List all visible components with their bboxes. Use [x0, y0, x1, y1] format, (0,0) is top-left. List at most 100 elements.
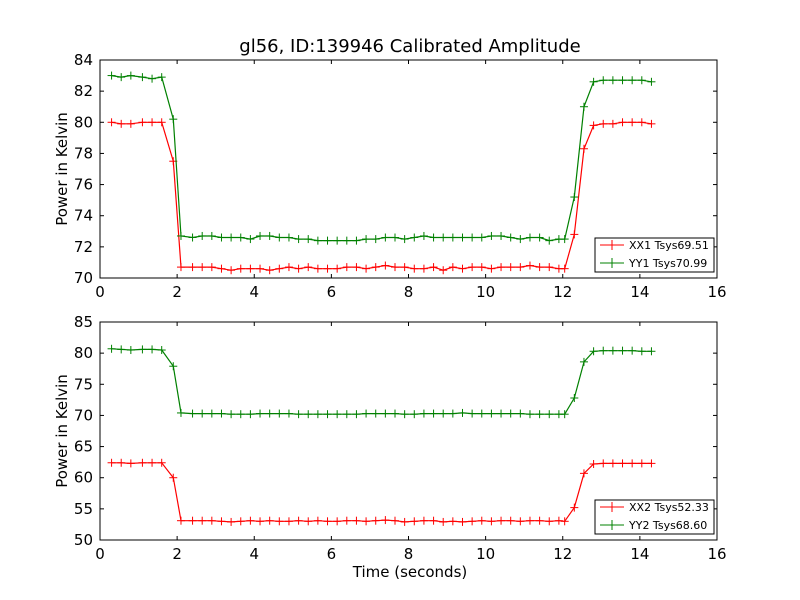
bottom-data-point-xx2 — [579, 469, 588, 478]
bottom-data-point-yy2 — [304, 410, 313, 419]
bottom-data-point-yy2 — [256, 409, 265, 418]
top-data-point-xx1 — [265, 266, 274, 275]
top-data-point-yy1 — [637, 76, 646, 85]
bottom-data-point-yy2 — [618, 346, 627, 355]
bottom-x-tick-label: 6 — [327, 545, 337, 563]
top-data-point-yy1 — [647, 77, 656, 86]
bottom-legend: XX2 Tsys52.33 YY2 Tsys68.60 — [594, 499, 715, 535]
top-legend-box — [594, 237, 715, 273]
top-data-point-xx1 — [448, 263, 457, 272]
top-legend-label-yy1: YY1 Tsys70.99 — [628, 257, 707, 270]
bottom-x-tick-label: 4 — [249, 545, 259, 563]
top-data-point-yy1 — [560, 235, 569, 244]
top-data-point-xx1 — [419, 264, 428, 273]
bottom-data-point-xx2 — [419, 516, 428, 525]
bottom-data-point-xx2 — [265, 516, 274, 525]
top-data-point-yy1 — [410, 233, 419, 242]
top-data-point-xx1 — [227, 266, 236, 275]
bottom-data-point-xx2 — [294, 516, 303, 525]
top-data-point-yy1 — [342, 236, 351, 245]
top-data-point-xx1 — [525, 261, 534, 270]
top-data-point-yy1 — [429, 233, 438, 242]
bottom-data-point-xx2 — [468, 517, 477, 526]
bottom-data-point-yy2 — [391, 409, 400, 418]
bottom-data-point-xx2 — [227, 517, 236, 526]
bottom-data-point-xx2 — [304, 517, 313, 526]
top-y-tick-label: 70 — [74, 269, 93, 287]
top-data-point-yy1 — [448, 233, 457, 242]
top-data-point-yy1 — [628, 76, 637, 85]
bottom-data-point-yy2 — [176, 408, 185, 417]
top-data-point-yy1 — [198, 231, 207, 240]
top-data-point-yy1 — [487, 231, 496, 240]
bottom-data-point-xx2 — [284, 517, 293, 526]
top-data-point-xx1 — [323, 264, 332, 273]
bottom-data-point-xx2 — [560, 517, 569, 526]
top-data-point-yy1 — [525, 233, 534, 242]
bottom-data-point-yy2 — [333, 410, 342, 419]
bottom-data-point-yy2 — [608, 346, 617, 355]
top-data-point-yy1 — [400, 235, 409, 244]
bottom-data-point-yy2 — [246, 410, 255, 419]
bottom-y-tick-label: 80 — [74, 344, 93, 362]
top-data-point-yy1 — [256, 231, 265, 240]
bottom-data-point-xx2 — [589, 460, 598, 469]
top-x-tick-label: 14 — [630, 283, 649, 301]
bottom-data-point-yy2 — [217, 409, 226, 418]
bottom-x-tick-label: 16 — [707, 545, 726, 563]
top-data-point-xx1 — [410, 264, 419, 273]
top-data-point-xx1 — [126, 119, 135, 128]
bottom-data-point-xx2 — [391, 516, 400, 525]
bottom-data-point-yy2 — [599, 346, 608, 355]
bottom-x-tick-label: 12 — [553, 545, 572, 563]
top-x-tick-label: 16 — [707, 283, 726, 301]
bottom-data-point-yy2 — [198, 409, 207, 418]
top-data-point-xx1 — [236, 264, 245, 273]
top-data-point-xx1 — [333, 264, 342, 273]
top-data-point-xx1 — [560, 264, 569, 273]
top-data-point-yy1 — [506, 233, 515, 242]
top-data-point-yy1 — [589, 77, 598, 86]
top-data-point-xx1 — [342, 263, 351, 272]
bottom-data-point-xx2 — [487, 517, 496, 526]
bottom-data-point-xx2 — [313, 516, 322, 525]
bottom-data-point-xx2 — [256, 517, 265, 526]
top-data-point-xx1 — [138, 118, 147, 127]
top-data-point-xx1 — [304, 263, 313, 272]
bottom-data-point-yy2 — [362, 409, 371, 418]
top-data-point-xx1 — [628, 118, 637, 127]
top-data-point-xx1 — [570, 230, 579, 239]
bottom-data-point-yy2 — [157, 346, 166, 355]
top-data-point-yy1 — [227, 233, 236, 242]
bottom-data-point-yy2 — [579, 357, 588, 366]
bottom-data-point-xx2 — [371, 516, 380, 525]
top-data-point-xx1 — [117, 119, 126, 128]
top-data-point-xx1 — [256, 264, 265, 273]
top-data-point-yy1 — [381, 233, 390, 242]
bottom-data-point-yy2 — [506, 409, 515, 418]
bottom-data-point-yy2 — [371, 409, 380, 418]
top-data-point-xx1 — [608, 119, 617, 128]
top-data-point-xx1 — [497, 263, 506, 272]
top-data-point-xx1 — [468, 263, 477, 272]
top-data-point-xx1 — [284, 263, 293, 272]
bottom-data-point-xx2 — [126, 459, 135, 468]
top-data-point-yy1 — [157, 73, 166, 82]
bottom-data-point-yy2 — [429, 409, 438, 418]
top-data-point-xx1 — [246, 264, 255, 273]
bottom-data-point-xx2 — [207, 516, 216, 525]
bottom-data-point-xx2 — [525, 516, 534, 525]
bottom-data-point-yy2 — [227, 410, 236, 419]
bottom-data-point-xx2 — [148, 458, 157, 467]
top-data-point-xx1 — [207, 263, 216, 272]
bottom-axes: 0 2 4 6 8 10 12 14 16 50 55 60 65 70 75 80 85 — [74, 313, 727, 563]
top-data-point-yy1 — [188, 233, 197, 242]
bottom-data-point-xx2 — [429, 516, 438, 525]
top-y-tick-label: 72 — [74, 238, 93, 256]
bottom-data-point-xx2 — [246, 516, 255, 525]
bottom-data-point-yy2 — [275, 409, 284, 418]
top-data-point-yy1 — [117, 73, 126, 82]
top-data-point-yy1 — [304, 235, 313, 244]
top-data-point-yy1 — [477, 233, 486, 242]
bottom-data-point-yy2 — [570, 393, 579, 402]
